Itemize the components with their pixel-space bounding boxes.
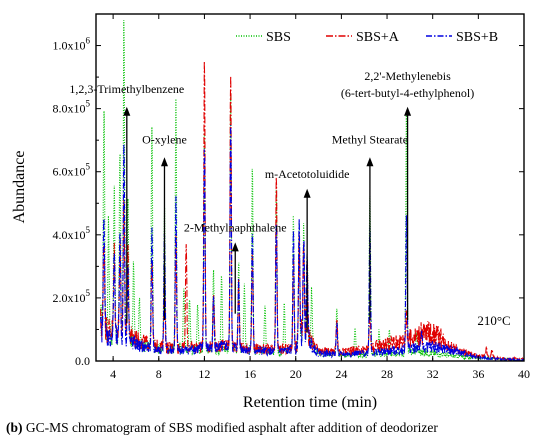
caption-label: (b) [6, 420, 23, 435]
temperature-label: 210°C [477, 313, 510, 328]
annotation-arrow-head [160, 157, 168, 167]
annotation-label: Methyl Stearate [332, 132, 408, 146]
annotation-layer: 1,2,3-Trimethylbenzene O-xylene 2-Methylna… [69, 69, 474, 333]
y-tick-label: 1.0x106 [53, 36, 91, 53]
annotation-arrow-head [123, 106, 131, 116]
x-tick-label: 24 [335, 367, 347, 381]
series-line-1 [100, 20, 524, 361]
y-tick-label: 2.0x105 [53, 288, 91, 305]
annotation-label: 1,2,3-Trimethylbenzene [69, 82, 184, 96]
annotation-arrow-head [404, 106, 412, 116]
x-tick-label: 16 [244, 367, 256, 381]
x-tick-label: 28 [381, 367, 393, 381]
y-tick-label: 4.0x105 [53, 225, 91, 242]
x-tick-label: 20 [290, 367, 302, 381]
chromatogram-chart: 1,2,3-Trimethylbenzene O-xylene 2-Methylna… [11, 13, 530, 411]
annotation-arrow-head [366, 157, 374, 167]
plot-background [96, 14, 524, 361]
x-axis-title: Retention time (min) [243, 394, 377, 411]
caption-text: GC-MS chromatogram of SBS modified aspha… [22, 420, 438, 435]
figure-caption: (b) GC-MS chromatogram of SBS modified a… [6, 420, 546, 436]
x-tick-label: 40 [518, 367, 530, 381]
annotation-label: O-xylene [142, 132, 187, 146]
legend-label: SBS [266, 30, 291, 45]
legend: SBS SBS+A SBS+B [236, 30, 498, 45]
annotation-arrow-head [303, 188, 311, 198]
x-tick-label: 32 [427, 367, 439, 381]
y-tick-label: 8.0x105 [53, 99, 91, 116]
x-tick-label: 12 [198, 367, 210, 381]
y-axis-title: Abundance [11, 151, 28, 224]
annotation-label: 2-Methylnaphthalene [184, 221, 287, 235]
tick-layer: 4 8 12 16 20 24 28 32 36 40 0.0 2.0x105 4.0x105 6.0x1… [53, 14, 530, 381]
y-tick-label: 6.0x105 [53, 162, 91, 179]
plot-frame [95, 13, 525, 362]
series-line-3 [100, 125, 524, 361]
legend-label: SBS+A [356, 30, 400, 45]
legend-label: SBS+B [456, 30, 498, 45]
x-tick-label: 4 [110, 367, 116, 381]
series-layer [100, 20, 524, 361]
annotation-arrow-head [231, 242, 239, 252]
annotation-label: m-Acetotoluidide [265, 167, 350, 181]
annotation-label: 2,2'-Methylenebis [364, 69, 451, 83]
x-tick-label: 36 [472, 367, 484, 381]
x-tick-label: 8 [156, 367, 162, 381]
y-tick-label: 0.0 [75, 354, 90, 368]
annotation-label: (6-tert-butyl-4-ethylphenol) [341, 86, 474, 100]
